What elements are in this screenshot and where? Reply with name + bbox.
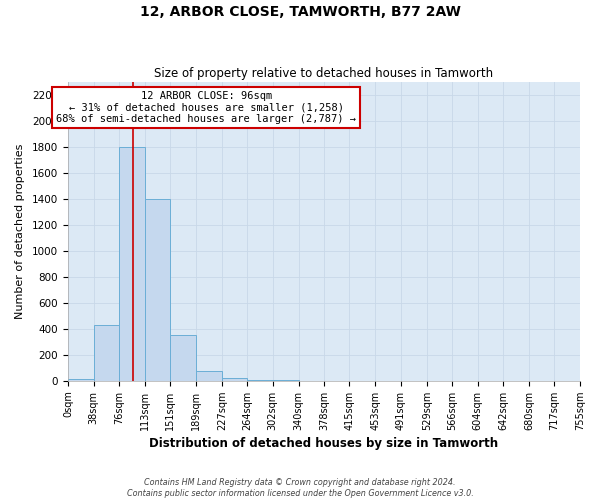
Text: 12, ARBOR CLOSE, TAMWORTH, B77 2AW: 12, ARBOR CLOSE, TAMWORTH, B77 2AW — [140, 5, 460, 19]
Bar — [170, 336, 196, 381]
Bar — [222, 378, 247, 381]
Title: Size of property relative to detached houses in Tamworth: Size of property relative to detached ho… — [154, 66, 494, 80]
Text: Contains HM Land Registry data © Crown copyright and database right 2024.
Contai: Contains HM Land Registry data © Crown c… — [127, 478, 473, 498]
Bar — [247, 380, 273, 381]
Y-axis label: Number of detached properties: Number of detached properties — [15, 144, 25, 319]
Text: 12 ARBOR CLOSE: 96sqm
← 31% of detached houses are smaller (1,258)
68% of semi-d: 12 ARBOR CLOSE: 96sqm ← 31% of detached … — [56, 91, 356, 124]
Bar — [196, 371, 222, 381]
Bar — [119, 147, 145, 381]
Bar — [68, 379, 94, 381]
X-axis label: Distribution of detached houses by size in Tamworth: Distribution of detached houses by size … — [149, 437, 499, 450]
Bar — [145, 199, 170, 381]
Bar — [273, 380, 299, 381]
Bar — [94, 325, 119, 381]
